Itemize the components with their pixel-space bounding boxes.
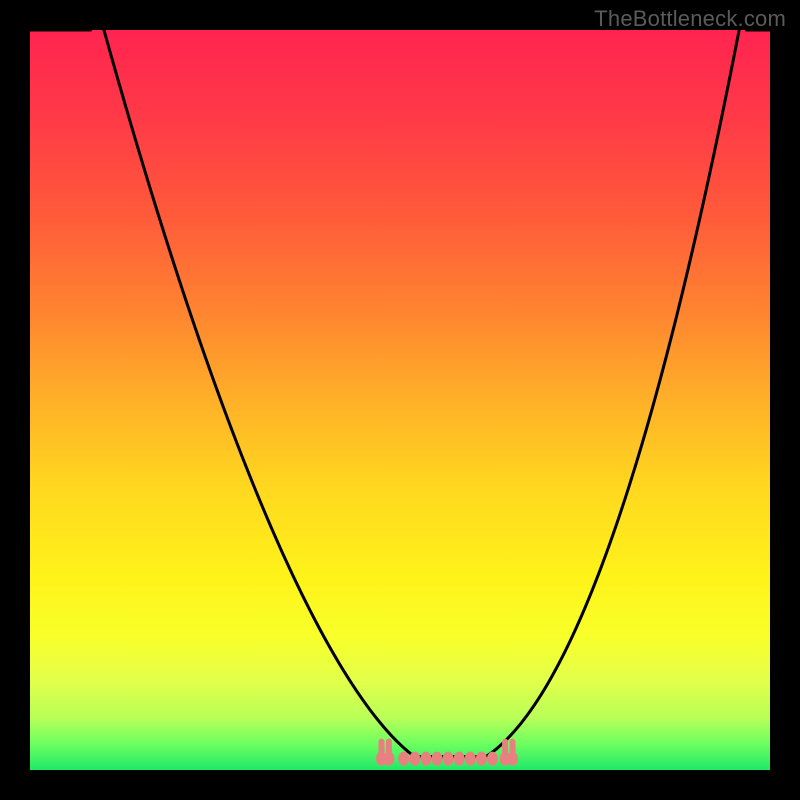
plot-area	[30, 30, 770, 770]
chart-svg	[0, 0, 800, 800]
chart-stage: TheBottleneck.com	[0, 0, 800, 800]
valley-dot	[398, 752, 409, 766]
valley-dot	[465, 752, 476, 766]
valley-dot	[476, 752, 487, 766]
valley-dot	[454, 752, 465, 766]
valley-dot	[383, 752, 394, 766]
valley-dot	[432, 752, 443, 766]
valley-dot	[409, 752, 420, 766]
valley-dot	[487, 752, 498, 766]
valley-dot	[443, 752, 454, 766]
valley-dot	[507, 752, 518, 766]
valley-dot	[420, 752, 431, 766]
